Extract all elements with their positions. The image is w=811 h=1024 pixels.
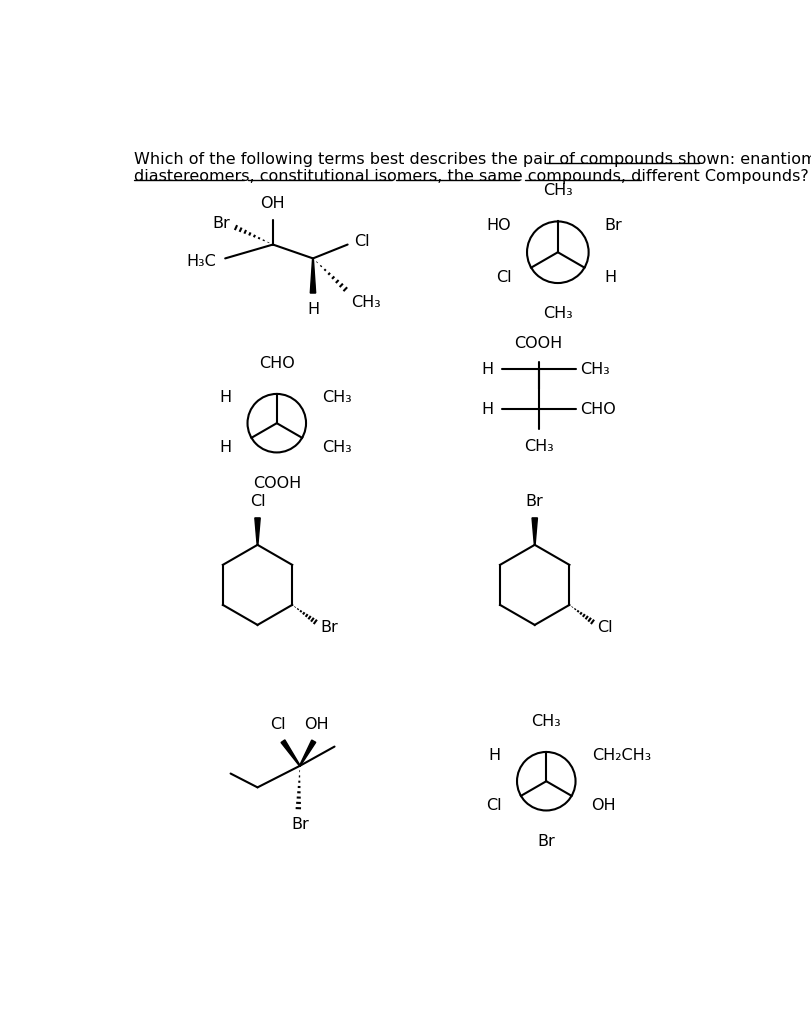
Text: Cl: Cl <box>270 717 285 732</box>
Text: CH₃: CH₃ <box>543 183 572 199</box>
Text: Cl: Cl <box>250 494 265 509</box>
Text: Cl: Cl <box>596 621 612 636</box>
Text: CH₃: CH₃ <box>579 361 609 377</box>
Text: OH: OH <box>304 717 328 732</box>
Text: CH₃: CH₃ <box>322 389 351 404</box>
Polygon shape <box>255 518 260 545</box>
Text: H: H <box>307 301 319 316</box>
Text: Which of the following terms best describes the pair of compounds shown: enantio: Which of the following terms best descri… <box>134 153 811 167</box>
Text: H: H <box>488 748 500 763</box>
Text: H₃C: H₃C <box>186 254 216 269</box>
Text: diastereomers, constitutional isomers, the same compounds, different Compounds?: diastereomers, constitutional isomers, t… <box>134 169 808 184</box>
Text: Cl: Cl <box>354 233 369 249</box>
Polygon shape <box>299 740 315 766</box>
Text: Br: Br <box>526 494 543 509</box>
Text: HO: HO <box>486 218 510 232</box>
Text: Br: Br <box>603 218 621 232</box>
Polygon shape <box>310 258 315 293</box>
Text: CH₃: CH₃ <box>530 714 560 729</box>
Text: COOH: COOH <box>252 475 301 490</box>
Text: H: H <box>603 270 616 285</box>
Polygon shape <box>531 518 537 545</box>
Text: H: H <box>219 389 231 404</box>
Text: Br: Br <box>320 621 337 636</box>
Text: COOH: COOH <box>514 336 562 351</box>
Text: OH: OH <box>590 799 615 813</box>
Text: H: H <box>481 401 493 417</box>
Text: CH₃: CH₃ <box>351 295 380 310</box>
Text: CH₃: CH₃ <box>543 306 572 322</box>
Polygon shape <box>281 740 300 766</box>
Text: H: H <box>220 440 231 456</box>
Text: CHO: CHO <box>259 355 294 371</box>
Text: CH₃: CH₃ <box>321 440 351 456</box>
Text: Cl: Cl <box>485 799 500 813</box>
Text: CHO: CHO <box>579 401 616 417</box>
Text: Br: Br <box>537 834 555 849</box>
Text: Cl: Cl <box>496 270 511 285</box>
Text: Br: Br <box>290 817 308 833</box>
Text: OH: OH <box>260 197 285 211</box>
Text: CH₂CH₃: CH₂CH₃ <box>591 748 650 763</box>
Text: H: H <box>481 361 493 377</box>
Text: CH₃: CH₃ <box>523 438 553 454</box>
Text: Br: Br <box>212 216 230 231</box>
